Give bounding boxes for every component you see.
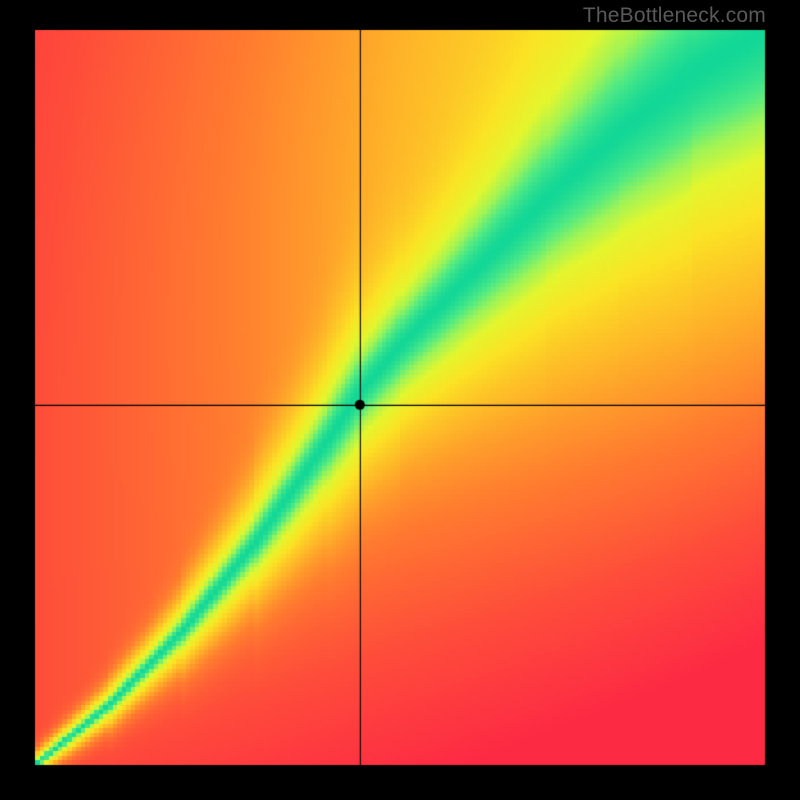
watermark-text: TheBottleneck.com <box>583 4 766 28</box>
chart-container: TheBottleneck.com <box>0 0 800 800</box>
heatmap-canvas <box>0 0 800 800</box>
